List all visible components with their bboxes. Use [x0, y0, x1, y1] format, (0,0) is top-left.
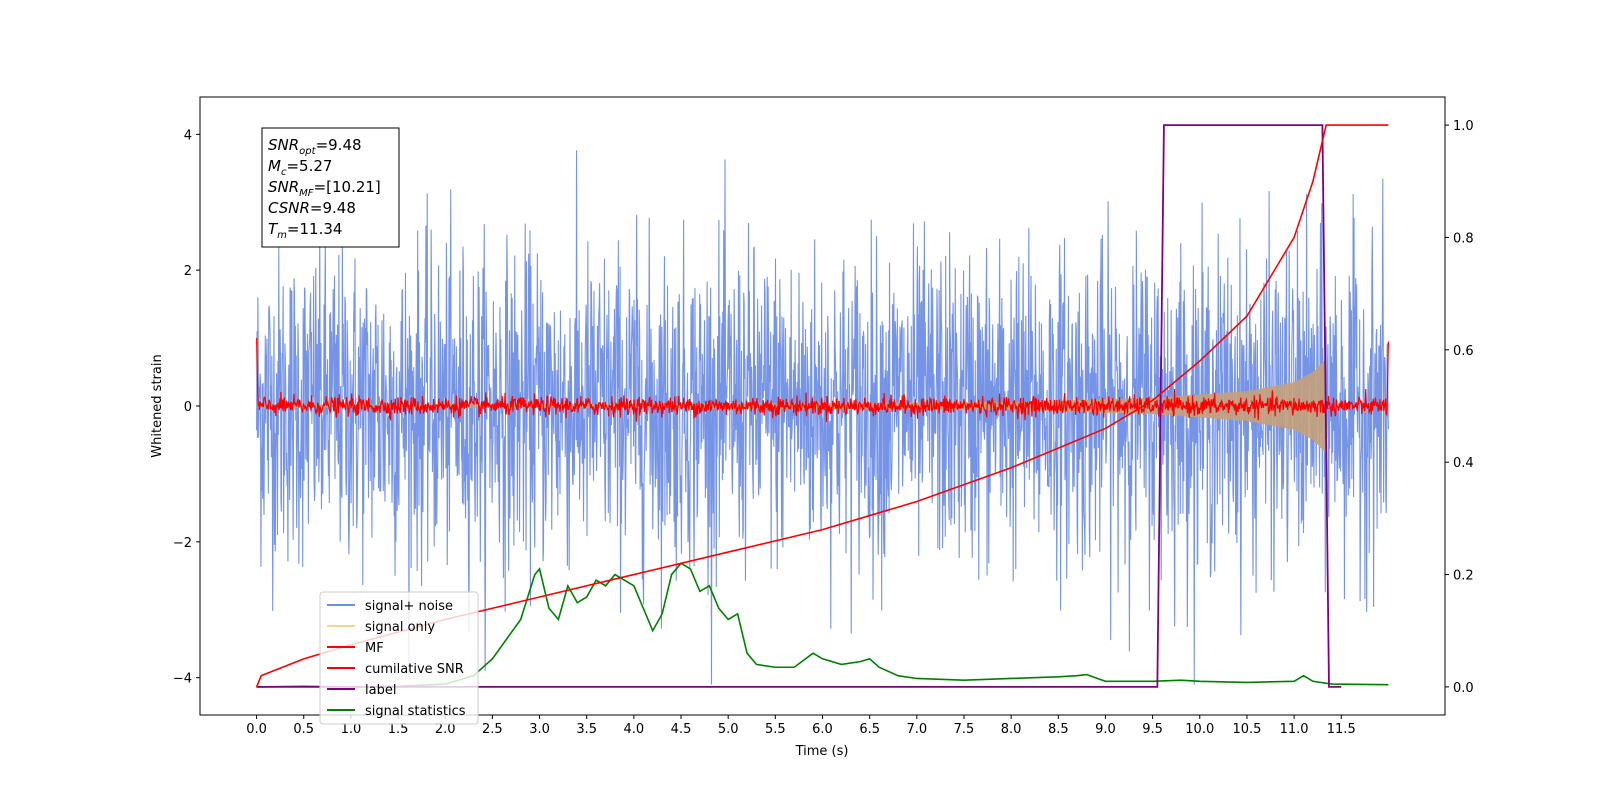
x-tick-label: 5.5	[765, 722, 786, 737]
x-tick-label: 2.0	[435, 722, 456, 737]
x-tick-label: 7.0	[906, 722, 927, 737]
x-axis-ticks: 0.0 0.5 1.0 1.5 2.0 2.5 3.0 3.5 4.0 4.5 5.0 5.5 6.0 6…	[246, 715, 1356, 737]
x-tick-label: 2.5	[482, 722, 503, 737]
info-line: Mc=5.27	[268, 157, 332, 178]
x-tick-label: 10.5	[1232, 722, 1261, 737]
x-tick-label: 4.5	[671, 722, 692, 737]
series-mf	[255, 338, 1390, 423]
x-tick-label: 9.5	[1142, 722, 1163, 737]
info-line: SNRMF=[10.21]	[268, 178, 381, 199]
y-axis-label: Whitened strain	[150, 354, 165, 457]
series-signal-noise	[256, 150, 1389, 685]
legend-label: cumilative SNR	[365, 662, 464, 677]
x-tick-label: 5.0	[718, 722, 739, 737]
x-axis-label: Time (s)	[795, 744, 849, 759]
y2-tick-label: 0.0	[1453, 681, 1474, 696]
y-tick-label: 4	[184, 128, 192, 143]
x-tick-label: 3.5	[576, 722, 597, 737]
y2-tick-label: 1.0	[1453, 119, 1474, 134]
info-line: SNRopt=9.48	[268, 136, 362, 157]
x-tick-label: 0.0	[246, 722, 267, 737]
series-signal-statistics	[256, 562, 1389, 688]
series-label	[256, 124, 1342, 688]
x-tick-label: 6.5	[859, 722, 880, 737]
y-tick-label: −2	[173, 536, 192, 551]
x-tick-label: 6.0	[812, 722, 833, 737]
x-tick-label: 8.0	[1001, 722, 1022, 737]
x-tick-label: 1.5	[388, 722, 409, 737]
x-tick-label: 4.0	[624, 722, 645, 737]
legend-label: signal only	[365, 620, 435, 635]
x-tick-label: 8.5	[1048, 722, 1069, 737]
legend-label: MF	[365, 641, 384, 656]
y2-tick-label: 0.4	[1453, 456, 1474, 471]
y-axis-ticks: −4 −2 0 2 4	[173, 128, 200, 687]
legend-label: signal+ noise	[365, 599, 453, 614]
info-box-frame	[261, 127, 400, 248]
x-tick-label: 11.0	[1280, 722, 1309, 737]
y2-tick-label: 0.2	[1453, 569, 1474, 584]
legend-frame	[319, 591, 479, 725]
x-tick-label: 7.5	[954, 722, 975, 737]
y2-axis-ticks: 0.0 0.2 0.4 0.6 0.8 1.0	[1445, 119, 1474, 696]
x-tick-label: 0.5	[293, 722, 314, 737]
x-tick-label: 9.0	[1095, 722, 1116, 737]
legend-label: label	[365, 683, 396, 698]
info-line: Tm=11.34	[268, 220, 342, 241]
y2-tick-label: 0.6	[1453, 344, 1474, 359]
x-tick-label: 1.0	[341, 722, 362, 737]
x-tick-label: 3.0	[529, 722, 550, 737]
y-tick-label: 2	[184, 264, 192, 279]
info-box: SNRopt=9.48Mc=5.27SNRMF=[10.21]CSNR=9.48…	[261, 127, 400, 248]
y-tick-label: −4	[173, 672, 192, 687]
y2-tick-label: 0.8	[1453, 231, 1474, 246]
legend-label: signal statistics	[365, 704, 466, 719]
x-tick-label: 10.0	[1185, 722, 1214, 737]
x-tick-label: 11.5	[1327, 722, 1356, 737]
info-line: CSNR=9.48	[268, 199, 356, 217]
y-tick-label: 0	[184, 400, 192, 415]
legend: signal+ noise signal only MF cumilative SNR…	[319, 591, 479, 725]
